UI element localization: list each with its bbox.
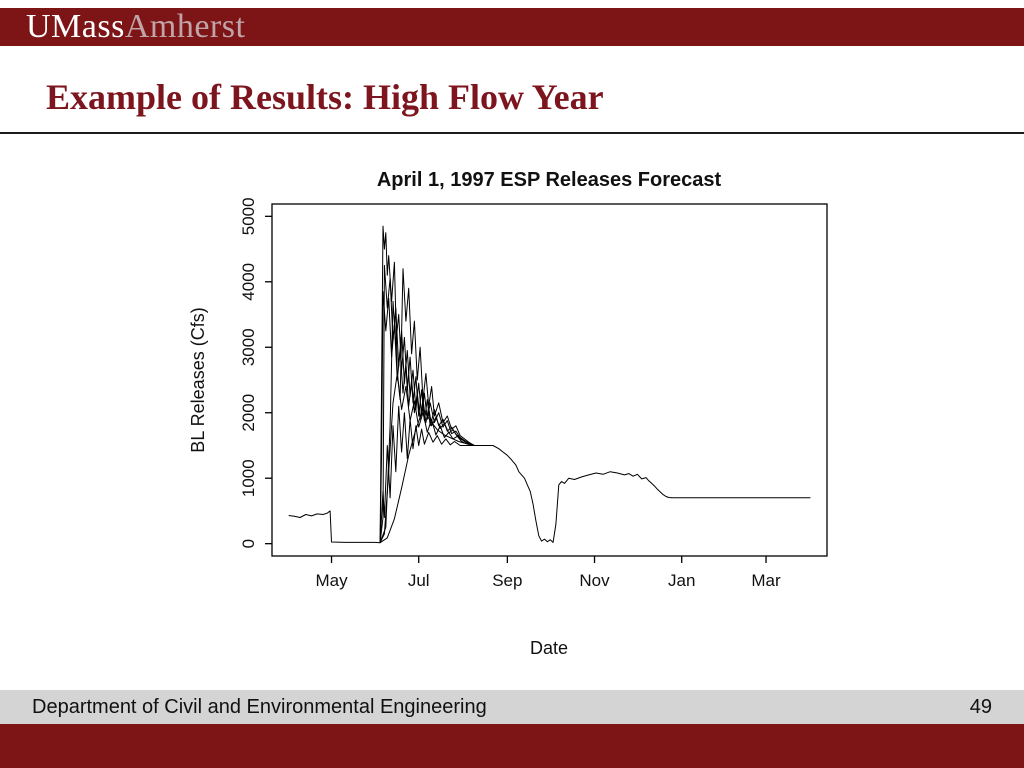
plot-region: May Jul Sep Nov Jan Mar 0 1000 2000 3000 4000 5000 — [239, 197, 828, 590]
y-tick-label: 0 — [239, 539, 258, 548]
y-tick-label: 4000 — [239, 263, 258, 301]
series-trace-3 — [379, 264, 475, 543]
footer-department: Department of Civil and Environmental En… — [32, 695, 487, 718]
x-tick-label: Nov — [579, 571, 610, 590]
chart-title: April 1, 1997 ESP Releases Forecast — [377, 169, 722, 191]
umass-amherst-logo: UMassAmherst — [26, 10, 245, 44]
y-tick-label: 1000 — [239, 459, 258, 497]
slide-title: Example of Results: High Flow Year — [46, 77, 604, 117]
x-tick-label: Jan — [668, 571, 695, 590]
x-tick-label: Sep — [492, 571, 522, 590]
plot-box — [271, 203, 828, 557]
x-axis-label: Date — [530, 638, 568, 658]
x-tick-label: May — [315, 571, 348, 590]
series-trace-7 — [379, 291, 475, 543]
footer-bar: Department of Civil and Environmental En… — [0, 690, 1024, 724]
footer-page-number: 49 — [969, 695, 992, 718]
x-tick-label: Mar — [751, 571, 781, 590]
y-tick-label: 5000 — [239, 197, 258, 235]
series-trace-4 — [379, 300, 475, 543]
y-axis-label: BL Releases (Cfs) — [188, 307, 208, 452]
logo-umass: UMass — [26, 8, 125, 45]
x-tick-label: Jul — [408, 571, 430, 590]
y-tick-label: 3000 — [239, 328, 258, 366]
series-trace-1 — [288, 405, 811, 544]
brand-bar: UMassAmherst — [0, 8, 1024, 46]
chart-area: April 1, 1997 ESP Releases Forecast BL R… — [172, 156, 852, 676]
esp-forecast-chart: April 1, 1997 ESP Releases Forecast BL R… — [188, 169, 828, 658]
series-trace-2 — [379, 225, 475, 543]
bottom-maroon-bar — [0, 724, 1024, 768]
y-tick-label: 2000 — [239, 394, 258, 432]
logo-amherst: Amherst — [124, 8, 246, 45]
series-trace-6 — [379, 409, 475, 544]
title-rule — [0, 132, 1024, 134]
series-trace-5 — [379, 373, 475, 543]
